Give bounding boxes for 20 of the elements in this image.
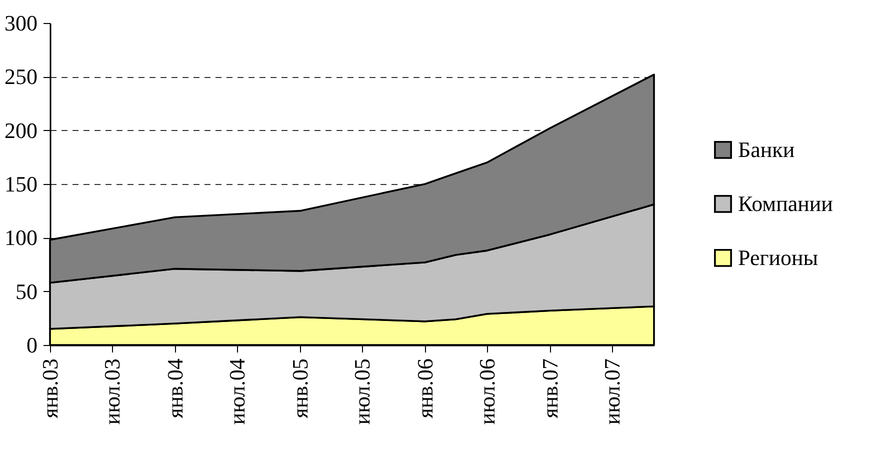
legend-label: Компании [738,190,834,216]
x-tick-label: янв.06 [412,358,438,418]
x-tick-label: июл.04 [224,358,250,425]
legend-label: Регионы [738,244,818,270]
y-tick-label: 50 [16,278,38,304]
x-tick-label: янв.07 [537,358,562,418]
y-tick-label: 250 [4,64,38,90]
y-tick-label: 0 [26,332,38,358]
x-tick-label: янв.03 [38,358,62,418]
x-tick-label: янв.04 [162,358,188,418]
x-tick-label: июл.03 [99,358,124,425]
y-tick-label: 150 [4,172,38,196]
y-tick-label: 300 [4,10,38,36]
y-tick-label: 200 [4,118,38,143]
legend-label: Банки [738,136,795,162]
x-tick-label: июл.05 [350,358,375,425]
y-tick-label: 100 [4,225,38,250]
x-tick-label: июл.06 [474,358,500,425]
x-tick-label: янв.05 [288,358,313,418]
x-tick-label: июл.07 [599,358,624,425]
